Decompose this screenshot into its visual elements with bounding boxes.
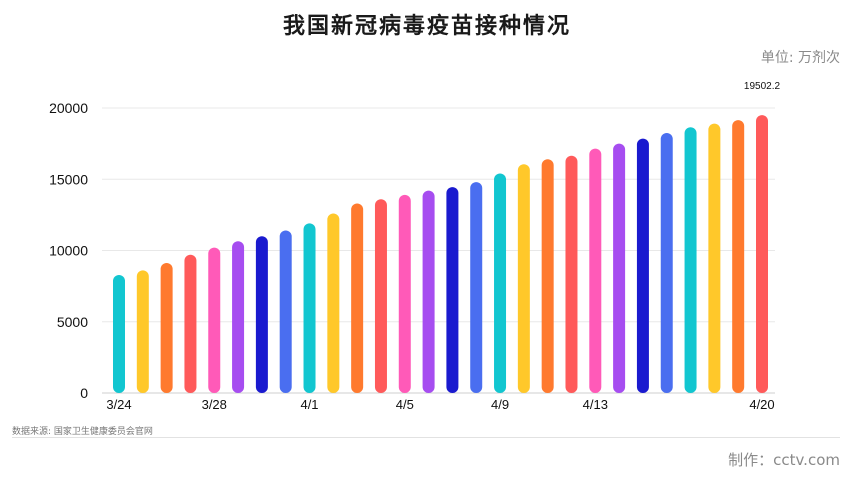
- bar-3/29: [232, 241, 245, 393]
- x-axis-ticks: 3/24 3/28 4/1 4/5 4/9 4/13 4/20: [106, 397, 774, 412]
- bar-4/9: [494, 173, 507, 393]
- y-tick-label: 15000: [49, 171, 88, 187]
- x-tick-label: 3/24: [106, 397, 131, 412]
- y-tick-label: 5000: [57, 314, 88, 330]
- chart-title: 我国新冠病毒疫苗接种情况: [282, 14, 571, 39]
- bar-4/7: [446, 187, 459, 393]
- bar-3/31: [279, 230, 292, 393]
- bar-4/16: [660, 132, 673, 393]
- bar-4/6: [422, 190, 435, 393]
- bar-4/19: [732, 120, 745, 394]
- x-tick-label: 4/1: [300, 397, 318, 412]
- bar-4/12: [565, 155, 578, 393]
- y-tick-label: 0: [80, 385, 88, 401]
- data-source: 数据来源: 国家卫生健康委员会官网: [12, 427, 153, 437]
- bar-4/13: [589, 148, 602, 393]
- bar-4/5: [398, 194, 411, 393]
- bar-4/17: [684, 127, 697, 394]
- credit: 制作：cctv.com: [728, 451, 840, 469]
- x-tick-label: 4/20: [749, 397, 774, 412]
- y-tick-label: 20000: [49, 100, 88, 116]
- bar-3/28: [208, 247, 221, 393]
- bar-chart: 0 5000 10000 15000 20000 19502.2 3/24 3/28 4/1…: [49, 81, 781, 412]
- bar-3/27: [184, 254, 197, 393]
- bar-4/18: [708, 123, 721, 394]
- bar-4/3: [351, 203, 364, 393]
- bar-4/11: [541, 159, 554, 393]
- x-tick-label: 3/28: [202, 397, 227, 412]
- bar-4/10: [517, 164, 530, 393]
- bar-3/24: [113, 274, 125, 393]
- x-tick-label: 4/9: [491, 397, 509, 412]
- grid-lines: [102, 107, 775, 394]
- bar-4/8: [470, 182, 483, 393]
- data-label: 19502.2: [744, 81, 781, 92]
- bar-4/15: [636, 138, 649, 393]
- bar-4/20: [756, 115, 768, 393]
- bar-4/2: [327, 213, 340, 393]
- x-tick-label: 4/13: [583, 397, 608, 412]
- y-tick-label: 10000: [49, 243, 88, 259]
- data-labels: 19502.2: [744, 81, 781, 92]
- bar-3/30: [255, 236, 268, 393]
- footer-divider: [12, 437, 840, 438]
- bar-3/25: [136, 270, 149, 393]
- bar-3/26: [160, 262, 173, 393]
- bar-4/14: [613, 143, 626, 393]
- x-tick-label: 4/5: [396, 397, 414, 412]
- unit-label: 单位: 万剂次: [760, 50, 840, 66]
- bar-4/4: [374, 199, 387, 393]
- y-axis-ticks: 0 5000 10000 15000 20000: [49, 100, 88, 401]
- bar-4/1: [303, 223, 316, 393]
- bars: [113, 115, 768, 394]
